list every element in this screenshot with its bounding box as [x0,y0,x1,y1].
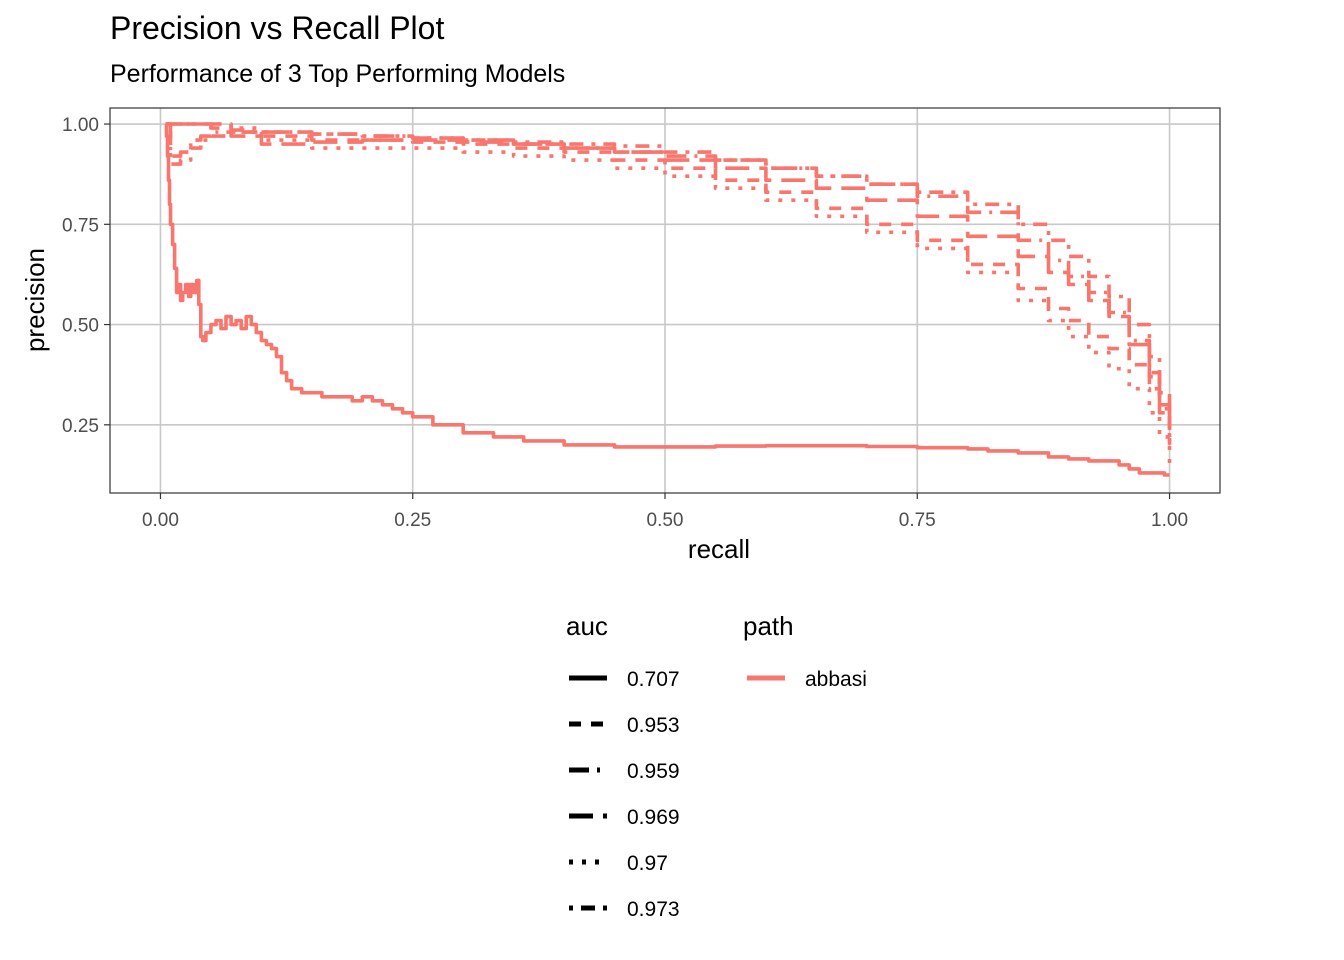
legend-auc-title: auc [566,611,608,641]
legend-label-auc: 0.969 [627,806,680,829]
legend-label-auc: 0.973 [627,898,680,921]
legend-label-auc: 0.97 [627,852,668,875]
legend-label-path: abbasi [805,668,867,691]
legend-label-auc: 0.953 [627,714,680,737]
x-tick-label: 1.00 [1151,510,1188,531]
chart-title: Precision vs Recall Plot [110,10,445,46]
x-axis-title: recall [688,534,750,564]
x-tick-label: 0.50 [647,510,684,531]
y-tick-label: 0.75 [62,215,99,236]
chart-subtitle: Performance of 3 Top Performing Models [110,60,566,88]
series-lines [164,122,1172,477]
axis-ticks: 0.00 0.25 0.50 0.75 1.00 0.25 0.50 0.75 1.00 [62,115,1188,531]
series-line-auc-0-707 [164,122,1170,477]
x-tick-label: 0.00 [142,510,179,531]
legend: auc path 0.707 0.953 0.959 0.969 0.97 0.973 ab… [566,611,867,921]
y-tick-label: 1.00 [62,115,99,136]
x-tick-label: 0.25 [394,510,431,531]
legend-path-title: path [743,611,794,641]
y-tick-label: 0.25 [62,416,99,437]
y-axis-title: precision [20,248,50,352]
x-tick-label: 0.75 [899,510,936,531]
legend-label-auc: 0.959 [627,760,680,783]
series-line-auc-0-969 [165,122,1172,441]
legend-label-auc: 0.707 [627,668,680,691]
series-line-auc-0-959 [165,122,1172,437]
series-line-auc-0-953 [165,122,1172,445]
grid-lines [110,108,1220,493]
series-line-auc-0-973 [165,122,1172,429]
y-tick-label: 0.50 [62,316,99,337]
series-line-auc-0-97 [165,122,1172,465]
